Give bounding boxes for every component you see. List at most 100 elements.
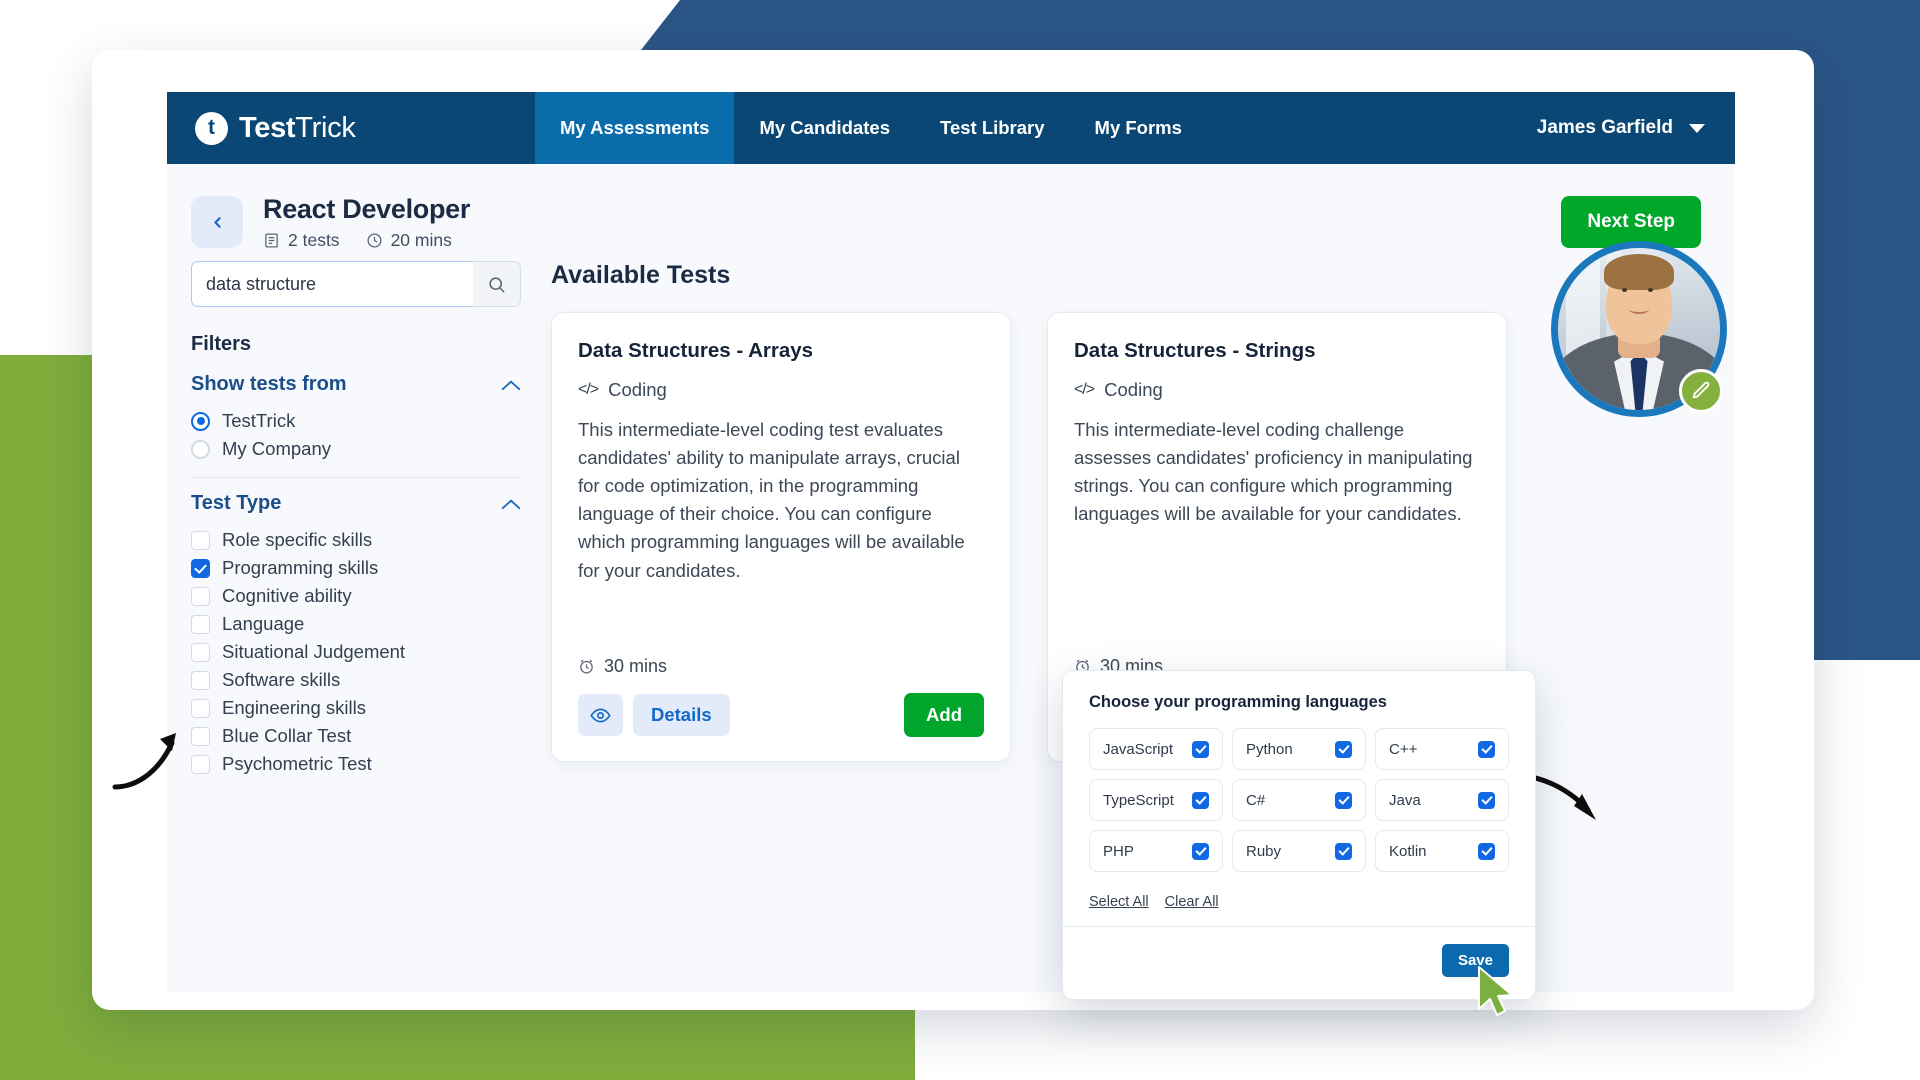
avatar-tie (1630, 352, 1648, 410)
checkbox-option-engineering-skills[interactable]: Engineering skills (191, 694, 521, 722)
filter-group-title: Show tests from (191, 373, 347, 395)
language-label: Python (1246, 740, 1293, 758)
checkbox-label: Software skills (222, 669, 341, 690)
select-all-link[interactable]: Select All (1089, 894, 1149, 910)
checkbox-option-language[interactable]: Language (191, 610, 521, 638)
add-test-button[interactable]: Add (904, 693, 984, 737)
checkbox-option-programming-skills[interactable]: Programming skills (191, 554, 521, 582)
checkbox-option-software-skills[interactable]: Software skills (191, 666, 521, 694)
list-icon (265, 233, 278, 248)
checkbox-icon (191, 530, 210, 550)
page-header: React Developer 2 tests 20 mins Next Ste… (167, 164, 1735, 261)
checkbox-icon (1192, 791, 1209, 809)
checkbox-icon (191, 614, 210, 634)
tab-my-candidates[interactable]: My Candidates (759, 117, 891, 138)
language-option-java[interactable]: Java (1375, 779, 1509, 821)
meta-duration: 20 mins (366, 230, 452, 251)
page-meta: 2 tests 20 mins (263, 230, 470, 251)
language-label: Kotlin (1389, 842, 1427, 860)
spacer (578, 585, 984, 656)
checkbox-icon (191, 586, 210, 606)
page-header-text: React Developer 2 tests 20 mins (263, 194, 470, 251)
brand-logo[interactable]: t TestTrick (167, 92, 535, 164)
checkbox-icon (1192, 842, 1209, 860)
modal-title: Choose your programming languages (1089, 693, 1387, 711)
back-button[interactable] (191, 196, 243, 248)
checkbox-icon (1192, 740, 1209, 758)
checkbox-option-role-specific-skills[interactable]: Role specific skills (191, 526, 521, 554)
language-option-ruby[interactable]: Ruby (1232, 830, 1366, 872)
brand-name-bold: Test (239, 111, 296, 144)
language-option-php[interactable]: PHP (1089, 830, 1223, 872)
code-icon: </> (578, 381, 599, 398)
save-button[interactable]: Save (1441, 944, 1509, 977)
test-card-arrays: Data Structures - Arrays </> Coding This… (551, 312, 1011, 762)
nav-tabs: My Assessments My Candidates Test Librar… (535, 92, 1517, 164)
details-button[interactable]: Details (633, 694, 730, 736)
next-step-button[interactable]: Next Step (1561, 196, 1701, 248)
page-title: React Developer (263, 194, 471, 224)
checkbox-option-cognitive-ability[interactable]: Cognitive ability (191, 582, 521, 610)
language-option-csharp[interactable]: C# (1232, 779, 1366, 821)
language-label: PHP (1103, 842, 1134, 860)
test-card-type-label: Coding (1104, 379, 1163, 400)
preview-button[interactable] (578, 694, 623, 736)
checkbox-icon (1335, 842, 1352, 860)
language-option-kotlin[interactable]: Kotlin (1375, 830, 1509, 872)
checkbox-icon (1478, 842, 1495, 860)
language-option-python[interactable]: Python (1232, 728, 1366, 770)
programming-languages-modal: Choose your programming languages JavaSc… (1062, 670, 1536, 1000)
meta-tests-label: 2 tests (288, 230, 340, 250)
meta-duration-label: 20 mins (390, 230, 452, 250)
language-option-typescript[interactable]: TypeScript (1089, 779, 1223, 821)
clear-all-link[interactable]: Clear All (1164, 894, 1219, 910)
language-label: TypeScript (1103, 791, 1174, 809)
checkbox-icon (1335, 791, 1352, 809)
tab-test-library[interactable]: Test Library (940, 117, 1045, 138)
radio-label: My Company (222, 438, 331, 459)
checkbox-icon (191, 642, 210, 662)
language-option-javascript[interactable]: JavaScript (1089, 728, 1223, 770)
avatar-smile (1629, 305, 1649, 314)
radio-icon (191, 439, 210, 459)
filter-group-header[interactable]: Show tests from (191, 373, 521, 396)
tab-my-assessments[interactable]: My Assessments (535, 92, 735, 164)
checkbox-option-blue-collar-test[interactable]: Blue Collar Test (191, 722, 521, 750)
checkbox-option-situational-judgement[interactable]: Situational Judgement (191, 638, 521, 666)
language-option-cpp[interactable]: C++ (1375, 728, 1509, 770)
test-card-type: </> Coding (1074, 379, 1480, 401)
radio-option-my-company[interactable]: My Company (191, 435, 521, 463)
filter-group-show-tests-from: Show tests from TestTrick My Company (191, 373, 521, 478)
tab-my-forms[interactable]: My Forms (1094, 117, 1182, 138)
filters-heading: Filters (191, 333, 252, 355)
checkbox-option-psychometric-test[interactable]: Psychometric Test (191, 750, 521, 778)
language-label: C# (1246, 791, 1266, 809)
clock-icon (580, 659, 593, 674)
filter-group-title: Test Type (191, 492, 282, 514)
clock-icon (367, 233, 382, 248)
logo-mark-icon: t (195, 111, 228, 145)
avatar-eye (1622, 288, 1627, 292)
checkbox-icon (191, 558, 210, 578)
user-menu[interactable]: James Garfield (1517, 92, 1735, 164)
filter-group-header[interactable]: Test Type (191, 492, 521, 515)
available-tests-heading: Available Tests (551, 261, 731, 289)
test-card-description: This intermediate-level coding challenge… (1074, 419, 1473, 525)
radio-label: TestTrick (222, 410, 296, 431)
filters-sidebar: Filters Show tests from TestTrick My Com… (191, 261, 521, 992)
checkbox-icon (191, 698, 210, 718)
checkbox-icon (191, 754, 210, 774)
radio-icon (191, 411, 210, 431)
app-window: t TestTrick My Assessments My Candidates… (92, 50, 1814, 1010)
search-input[interactable] (191, 261, 473, 307)
avatar-edit-button[interactable] (1679, 369, 1723, 413)
search-button[interactable] (473, 261, 521, 307)
test-card-duration: 30 mins (578, 656, 984, 677)
checkbox-label: Situational Judgement (222, 641, 406, 662)
filter-group-test-type: Test Type Role specific skills Programmi… (191, 492, 521, 792)
radio-option-testtrick[interactable]: TestTrick (191, 407, 521, 435)
user-avatar-widget (1551, 241, 1727, 417)
avatar-eye (1648, 288, 1653, 292)
spacer (1074, 528, 1480, 656)
language-label: C++ (1389, 740, 1418, 758)
